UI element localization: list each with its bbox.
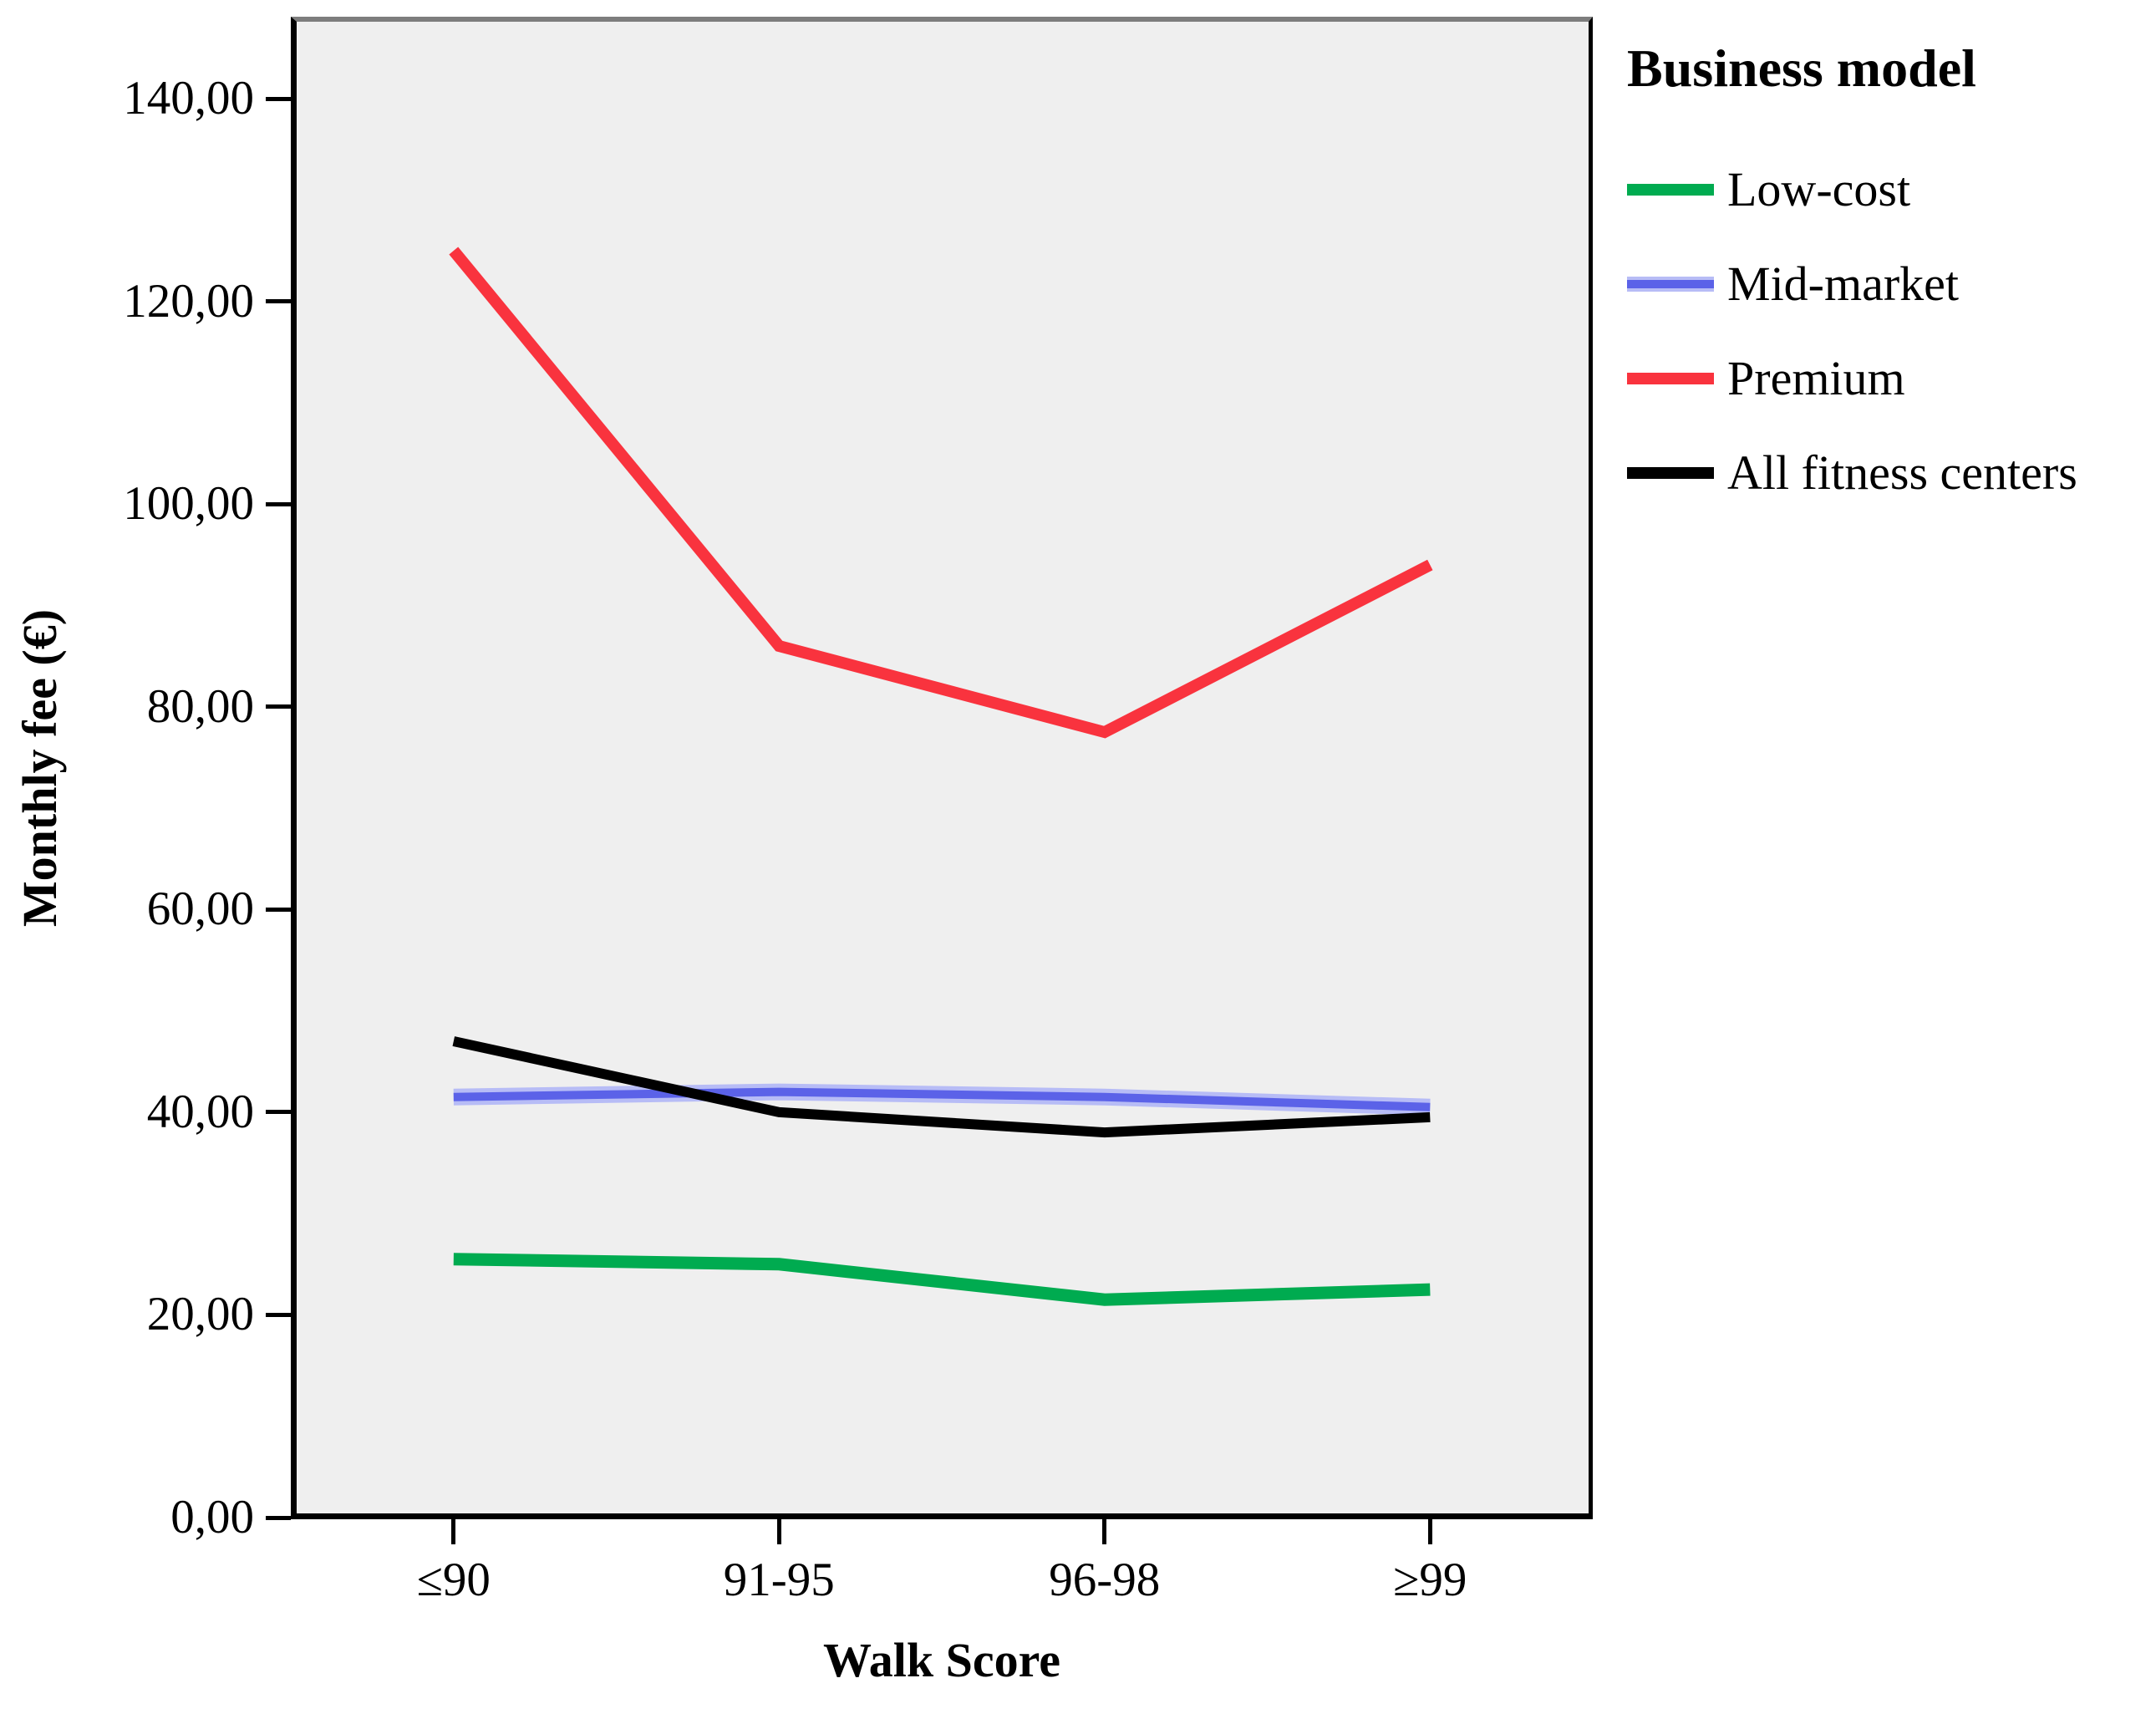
x-tick-mark: [1427, 1519, 1432, 1544]
y-tick-label: 140,00: [123, 72, 254, 125]
legend: Business model Low-cost Mid-market Premium…: [1627, 37, 2153, 537]
legend-items: Low-cost Mid-market Premium All fitness cen…: [1627, 160, 2153, 503]
series-line-premium: [449, 247, 1433, 739]
legend-item-premium: Premium: [1627, 348, 2153, 409]
legend-item-low-cost: Low-cost: [1627, 160, 2153, 220]
series-line-all-fitness-centers: [452, 1036, 1431, 1138]
y-tick-label: 60,00: [146, 882, 254, 936]
legend-swatch-low-cost: [1627, 184, 1714, 196]
y-tick-label: 120,00: [123, 274, 254, 328]
legend-label: Premium: [1727, 351, 1905, 405]
legend-swatch-all-fitness-centers: [1627, 467, 1714, 479]
legend-label: All fitness centers: [1727, 445, 2077, 500]
y-tick-mark: [266, 1515, 291, 1520]
y-tick-label: 100,00: [123, 477, 254, 531]
y-tick-mark: [266, 299, 291, 304]
x-tick-label: ≥99: [1393, 1554, 1467, 1606]
legend-swatch-premium: [1627, 373, 1714, 384]
x-tick-mark: [451, 1519, 456, 1544]
x-tick-label: ≤90: [416, 1554, 491, 1606]
y-tick-mark: [266, 501, 291, 506]
y-tick-label: 40,00: [146, 1085, 254, 1138]
x-tick-label: 91-95: [723, 1554, 835, 1606]
y-tick-label: 0,00: [170, 1491, 254, 1543]
x-tick-mark: [776, 1519, 781, 1544]
x-axis-title: Walk Score: [822, 1633, 1061, 1687]
plot-area: [291, 17, 1593, 1519]
legend-swatch-mid-market: [1627, 277, 1714, 292]
y-tick-mark: [266, 1312, 291, 1317]
x-tick-mark: [1102, 1519, 1107, 1544]
y-axis-title: Monthly fee (€): [13, 608, 67, 928]
legend-title: Business model: [1627, 38, 1976, 98]
y-tick-label: 20,00: [146, 1288, 254, 1341]
legend-label: Low-cost: [1727, 162, 1911, 216]
y-tick-mark: [266, 96, 291, 101]
y-tick-mark: [266, 1110, 291, 1115]
x-tick-label: 96-98: [1049, 1554, 1161, 1606]
y-tick-mark: [266, 907, 291, 912]
legend-item-mid-market: Mid-market: [1627, 254, 2153, 314]
chart-lines: [449, 247, 1433, 1306]
legend-item-all-fitness-centers: All fitness centers: [1627, 443, 2153, 503]
y-tick-label: 80,00: [146, 679, 254, 733]
legend-label: Mid-market: [1727, 257, 1960, 311]
series-line-low-cost: [453, 1253, 1431, 1306]
series-line-mid-market: [453, 1087, 1431, 1111]
y-tick-mark: [266, 704, 291, 709]
